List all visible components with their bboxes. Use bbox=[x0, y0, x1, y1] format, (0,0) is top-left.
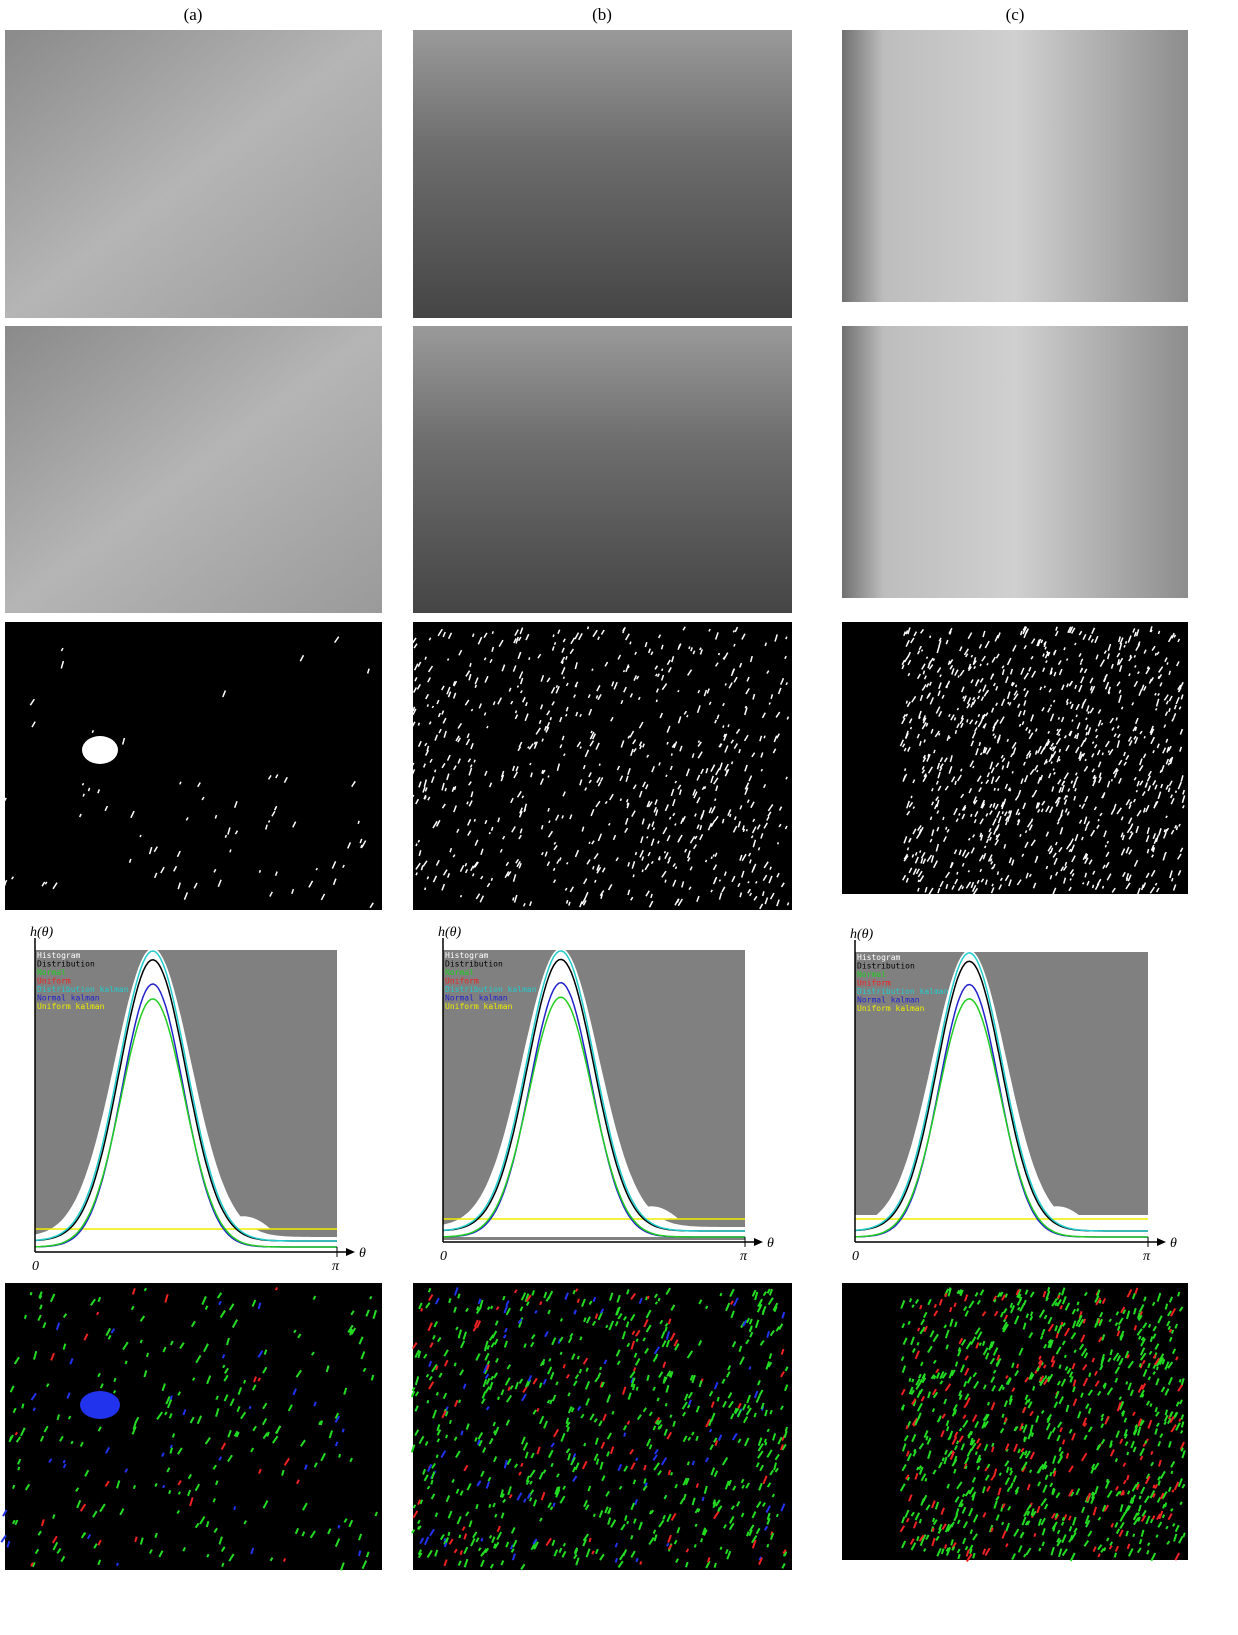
x-axis-label: θ bbox=[359, 1246, 366, 1261]
legend-entry: Uniform kalman bbox=[857, 1004, 925, 1013]
x-start: 0 bbox=[852, 1249, 859, 1264]
arrow bbox=[1157, 1238, 1166, 1246]
x-axis-label: θ bbox=[767, 1236, 774, 1251]
photo bbox=[842, 326, 1188, 598]
x-end: π bbox=[1143, 1249, 1151, 1264]
blob bbox=[82, 736, 118, 764]
classified-image bbox=[842, 1283, 1188, 1560]
column-label: (a) bbox=[184, 5, 203, 24]
classified-image bbox=[5, 1283, 382, 1570]
x-start: 0 bbox=[32, 1259, 39, 1274]
mask-image bbox=[842, 622, 1188, 894]
blob bbox=[80, 1391, 120, 1419]
y-axis-label: h(θ) bbox=[30, 925, 54, 940]
column-label: (b) bbox=[592, 5, 612, 24]
x-end: π bbox=[332, 1259, 340, 1274]
x-start: 0 bbox=[440, 1249, 447, 1264]
y-axis-label: h(θ) bbox=[850, 927, 874, 942]
x-axis-label: θ bbox=[1170, 1236, 1177, 1251]
column-label: (c) bbox=[1006, 5, 1025, 24]
arrow bbox=[346, 1248, 355, 1256]
y-axis-label: h(θ) bbox=[438, 925, 462, 940]
photo bbox=[5, 326, 382, 613]
arrow bbox=[754, 1238, 763, 1246]
photo bbox=[413, 30, 792, 318]
photo bbox=[413, 326, 792, 613]
photo bbox=[842, 30, 1188, 302]
legend-entry: Uniform kalman bbox=[37, 1002, 105, 1011]
x-end: π bbox=[740, 1249, 748, 1264]
legend-entry: Uniform kalman bbox=[445, 1002, 513, 1011]
photo bbox=[5, 30, 382, 318]
